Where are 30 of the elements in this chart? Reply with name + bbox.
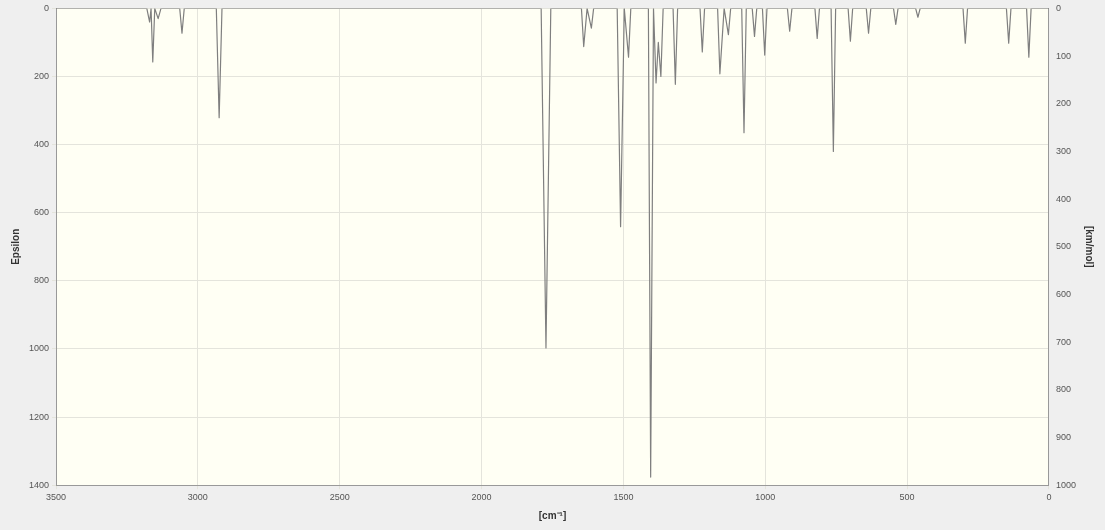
- y2-tick-label: 400: [1055, 193, 1072, 204]
- y-tick-label: 1200: [28, 411, 50, 422]
- x-tick-label: 2000: [471, 492, 492, 503]
- y2-tick-label: 0: [1055, 2, 1061, 13]
- x-tick-label: 1500: [613, 492, 634, 503]
- y-tick-label: 400: [33, 139, 50, 150]
- x-tick-label: 3000: [187, 492, 208, 503]
- x-tick-label: 500: [899, 492, 915, 503]
- y-tick-label: 1000: [28, 343, 50, 354]
- x-tick-label: 2500: [329, 492, 350, 503]
- y-axis-title: Epsilon: [9, 228, 21, 265]
- y2-tick-label: 500: [1055, 241, 1072, 252]
- y2-axis-title: [km/mol]: [1084, 225, 1096, 268]
- y2-tick-label: 700: [1055, 336, 1072, 347]
- y-tick-label: 1400: [28, 479, 50, 490]
- y2-tick-label: 300: [1055, 145, 1072, 156]
- y-tick-label: 200: [33, 71, 50, 81]
- y2-tick-label: 200: [1055, 98, 1072, 109]
- x-tick-label: 0: [1046, 492, 1052, 503]
- y2-tick-label: 100: [1055, 50, 1072, 61]
- y2-tick-label: 600: [1055, 288, 1072, 299]
- y2-tick-label: 1000: [1055, 479, 1077, 490]
- x-tick-label: 3500: [46, 492, 67, 503]
- y-tick-label: 800: [33, 275, 50, 286]
- y2-tick-label: 800: [1055, 384, 1072, 395]
- y-tick-label: 0: [44, 2, 50, 13]
- x-axis-title: [cm⁻¹]: [538, 509, 567, 521]
- y-tick-label: 600: [33, 207, 50, 218]
- y2-tick-label: 900: [1055, 432, 1072, 442]
- x-tick-label: 1000: [755, 492, 776, 503]
